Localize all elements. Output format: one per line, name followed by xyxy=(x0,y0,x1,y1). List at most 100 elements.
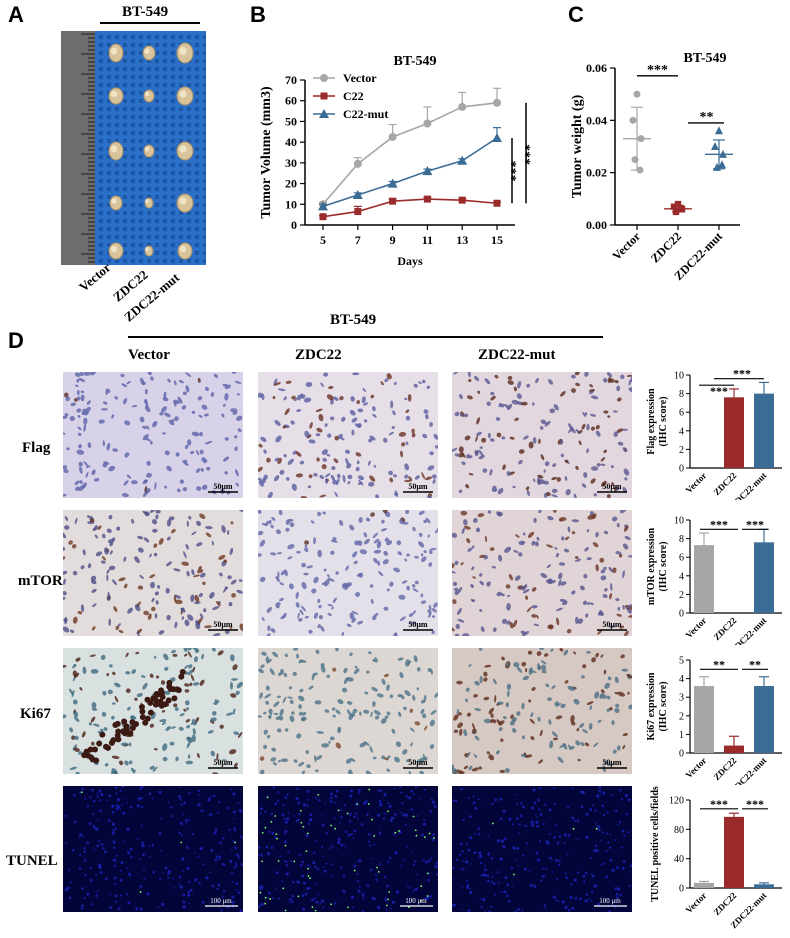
nucleus xyxy=(365,770,373,774)
nucleus xyxy=(93,723,100,727)
nucleus xyxy=(313,576,319,584)
nucleus xyxy=(306,764,311,769)
nucleus xyxy=(292,671,297,677)
dapi-nucleus xyxy=(108,794,112,798)
tunel-positive-cell xyxy=(275,833,278,836)
dapi-nucleus xyxy=(97,840,101,843)
dapi-nucleus xyxy=(500,839,505,843)
nucleus xyxy=(114,682,121,688)
dapi-nucleus xyxy=(106,799,109,801)
dapi-nucleus xyxy=(487,852,490,855)
nucleus xyxy=(627,691,630,695)
dapi-nucleus xyxy=(416,873,419,876)
x-tick-label: Vector xyxy=(610,229,644,263)
nucleus xyxy=(604,682,610,689)
dapi-nucleus xyxy=(585,893,589,896)
nucleus xyxy=(607,763,614,766)
dapi-nucleus xyxy=(293,814,295,817)
nucleus xyxy=(351,429,355,436)
dapi-nucleus xyxy=(119,878,123,882)
dapi-nucleus xyxy=(583,881,586,884)
dapi-nucleus xyxy=(430,857,433,860)
mesh-cell xyxy=(107,203,111,207)
nucleus xyxy=(63,468,69,474)
nucleus xyxy=(588,722,593,730)
nucleus xyxy=(195,621,201,630)
nucleus xyxy=(590,426,595,431)
nucleus xyxy=(373,710,381,716)
nucleus xyxy=(221,413,225,418)
mesh-cell xyxy=(155,195,159,199)
nucleus xyxy=(357,481,363,485)
nucleus xyxy=(64,525,70,530)
dapi-nucleus xyxy=(114,827,118,831)
mesh-cell xyxy=(131,91,135,95)
dapi-nucleus xyxy=(623,834,626,837)
nucleus xyxy=(464,413,469,418)
dapi-nucleus xyxy=(137,797,141,801)
nucleus xyxy=(201,653,204,660)
mesh-cell xyxy=(115,211,119,215)
dapi-nucleus xyxy=(314,797,318,800)
nucleus xyxy=(369,475,376,482)
row-label-mtor: mTOR xyxy=(18,573,63,589)
dapi-nucleus xyxy=(624,794,628,798)
nucleus xyxy=(616,613,622,617)
mesh-cell xyxy=(131,195,135,199)
dapi-nucleus xyxy=(525,825,528,827)
nucleus xyxy=(185,700,190,706)
dapi-nucleus xyxy=(504,876,508,880)
nucleus xyxy=(456,608,462,616)
nucleus xyxy=(627,374,632,377)
nucleus xyxy=(85,406,91,413)
nucleus xyxy=(381,678,386,685)
nucleus xyxy=(321,449,328,455)
nucleus xyxy=(229,681,234,690)
nucleus xyxy=(414,475,420,480)
mesh-cell xyxy=(131,43,135,47)
nucleus xyxy=(287,556,293,560)
nucleus xyxy=(501,618,508,624)
mesh-cell xyxy=(203,43,206,47)
nucleus xyxy=(452,447,458,453)
dapi-nucleus xyxy=(140,805,144,809)
mesh-cell xyxy=(131,115,135,119)
dapi-nucleus xyxy=(109,906,113,910)
dapi-nucleus xyxy=(291,900,294,903)
dapi-nucleus xyxy=(600,863,603,866)
nucleus xyxy=(476,431,482,436)
mesh-cell xyxy=(195,67,199,71)
nucleus xyxy=(347,769,353,774)
nucleus xyxy=(455,623,460,630)
dapi-nucleus xyxy=(386,860,389,863)
mesh-cell xyxy=(147,83,151,87)
nucleus xyxy=(473,694,478,698)
nucleus xyxy=(103,727,108,731)
tunel-positive-cell xyxy=(377,870,380,873)
mesh-cell xyxy=(163,195,167,199)
dapi-nucleus xyxy=(95,873,98,876)
mesh-cell xyxy=(195,43,199,47)
dapi-nucleus xyxy=(84,797,87,800)
mesh-cell xyxy=(179,187,183,191)
nucleus xyxy=(164,666,169,671)
micrograph-mtor-zdc22: 50μm xyxy=(258,510,438,636)
dapi-nucleus xyxy=(302,881,307,885)
nucleus xyxy=(174,380,177,386)
dapi-nucleus xyxy=(452,867,455,870)
mesh-cell xyxy=(107,171,111,175)
nucleus xyxy=(283,396,287,401)
dapi-nucleus xyxy=(314,896,317,899)
nucleus xyxy=(146,460,151,466)
mesh-cell xyxy=(187,131,191,135)
nucleus xyxy=(383,606,389,611)
nucleus xyxy=(540,419,547,425)
nucleus xyxy=(453,729,459,733)
mesh-cell xyxy=(163,147,167,151)
nucleus xyxy=(166,519,172,527)
dapi-nucleus xyxy=(588,898,591,901)
dapi-nucleus xyxy=(331,845,334,848)
dapi-nucleus xyxy=(158,790,162,795)
mesh-cell xyxy=(155,67,159,71)
nucleus xyxy=(233,731,240,736)
